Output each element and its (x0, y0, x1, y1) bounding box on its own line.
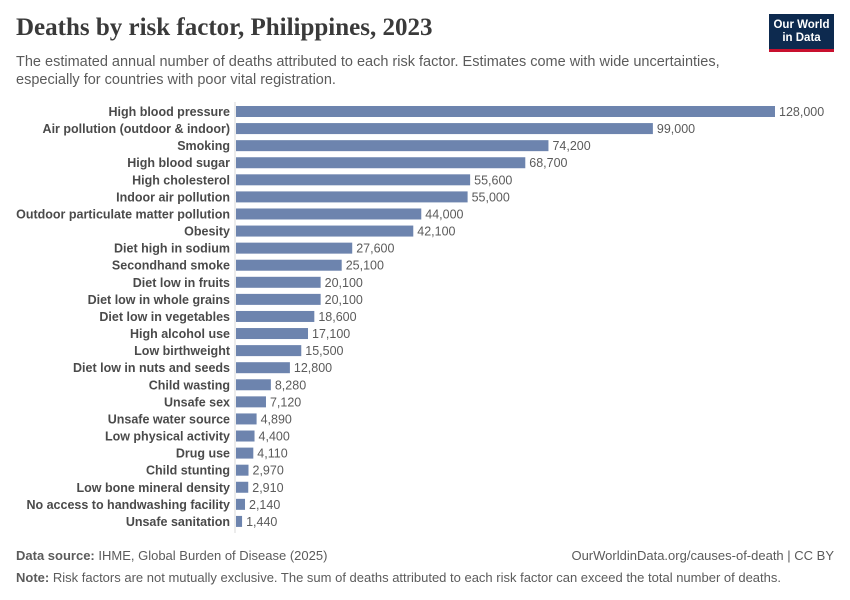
logo-line-1: Our World (773, 18, 830, 31)
category-label: High alcohol use (130, 327, 230, 341)
value-label: 74,200 (552, 139, 590, 153)
category-label: High blood pressure (108, 105, 230, 119)
category-label: Diet low in whole grains (88, 293, 230, 307)
bar-chart: High blood pressure 128,000 Air pollution … (16, 102, 824, 533)
source-text: IHME, Global Burden of Disease (2025) (98, 548, 328, 563)
note-label: Note: (16, 570, 50, 585)
value-label: 15,500 (305, 344, 343, 358)
category-label: Low physical activity (105, 430, 230, 444)
category-label: Child stunting (146, 464, 230, 478)
bar[interactable] (236, 242, 353, 254)
bar[interactable] (236, 345, 302, 357)
category-label: Obesity (184, 225, 230, 239)
footer-note: Note: Risk factors are not mutually excl… (16, 570, 781, 585)
category-label: Low birthweight (134, 344, 231, 358)
value-label: 68,700 (529, 156, 567, 170)
category-label: Diet low in nuts and seeds (73, 361, 230, 375)
source-url-link[interactable]: OurWorldinData.org/causes-of-death | CC … (571, 548, 834, 563)
bar[interactable] (236, 259, 342, 271)
bar[interactable] (236, 515, 243, 527)
value-label: 18,600 (318, 310, 356, 324)
bar[interactable] (236, 208, 422, 220)
bar[interactable] (236, 379, 271, 391)
value-label: 12,800 (294, 361, 332, 375)
bar[interactable] (236, 447, 254, 459)
note-text: Risk factors are not mutually exclusive.… (52, 570, 781, 585)
value-label: 1,440 (246, 515, 277, 529)
category-label: No access to handwashing facility (26, 498, 230, 512)
category-label: Child wasting (149, 378, 230, 392)
bar[interactable] (236, 140, 549, 152)
bar[interactable] (236, 464, 249, 476)
category-label: Air pollution (outdoor & indoor) (43, 122, 230, 136)
bar[interactable] (236, 396, 266, 408)
bar[interactable] (236, 276, 321, 288)
bar[interactable] (236, 310, 315, 322)
category-label: Diet high in sodium (114, 242, 230, 256)
value-label: 128,000 (779, 105, 824, 119)
value-label: 27,600 (356, 242, 394, 256)
bar[interactable] (236, 225, 414, 237)
category-label: Drug use (176, 447, 230, 461)
bar[interactable] (236, 174, 471, 186)
category-label: High blood sugar (127, 156, 230, 170)
chart-subtitle: The estimated annual number of deaths at… (16, 54, 720, 88)
bar[interactable] (236, 191, 468, 203)
data-source: Data source: IHME, Global Burden of Dise… (16, 548, 327, 563)
bar[interactable] (236, 106, 775, 117)
value-label: 8,280 (275, 378, 306, 392)
value-label: 42,100 (417, 225, 455, 239)
value-label: 4,400 (259, 430, 290, 444)
chart-title: Deaths by risk factor, Philippines, 2023 (16, 14, 433, 41)
bar[interactable] (236, 498, 246, 510)
category-label: High cholesterol (132, 173, 230, 187)
source-label: Data source: (16, 548, 95, 563)
bar[interactable] (236, 328, 309, 340)
bar[interactable] (236, 481, 249, 493)
value-label: 20,100 (325, 276, 363, 290)
value-label: 4,890 (261, 412, 292, 426)
bar[interactable] (236, 430, 255, 442)
value-label: 2,910 (252, 481, 283, 495)
value-label: 17,100 (312, 327, 350, 341)
bar[interactable] (236, 157, 526, 169)
owid-logo[interactable]: Our World in Data (769, 14, 834, 52)
value-label: 2,140 (249, 498, 280, 512)
category-label: Unsafe sanitation (126, 515, 230, 529)
value-label: 7,120 (270, 395, 301, 409)
bar[interactable] (236, 413, 257, 425)
value-label: 2,970 (253, 464, 284, 478)
bar[interactable] (236, 362, 290, 374)
category-label: Smoking (177, 139, 230, 153)
value-label: 44,000 (425, 207, 463, 221)
category-label: Outdoor particulate matter pollution (16, 207, 230, 221)
category-label: Low bone mineral density (77, 481, 231, 495)
category-label: Unsafe water source (108, 412, 230, 426)
category-label: Diet low in vegetables (99, 310, 230, 324)
category-label: Diet low in fruits (133, 276, 230, 290)
category-label: Secondhand smoke (112, 259, 230, 273)
value-label: 55,600 (474, 173, 512, 187)
value-label: 20,100 (325, 293, 363, 307)
category-label: Indoor air pollution (116, 190, 230, 204)
bar[interactable] (236, 293, 321, 305)
bar[interactable] (236, 123, 653, 135)
value-label: 55,000 (472, 190, 510, 204)
value-label: 25,100 (346, 259, 384, 273)
value-label: 99,000 (657, 122, 695, 136)
logo-line-2: in Data (782, 31, 821, 44)
category-label: Unsafe sex (164, 395, 230, 409)
value-label: 4,110 (257, 447, 287, 461)
